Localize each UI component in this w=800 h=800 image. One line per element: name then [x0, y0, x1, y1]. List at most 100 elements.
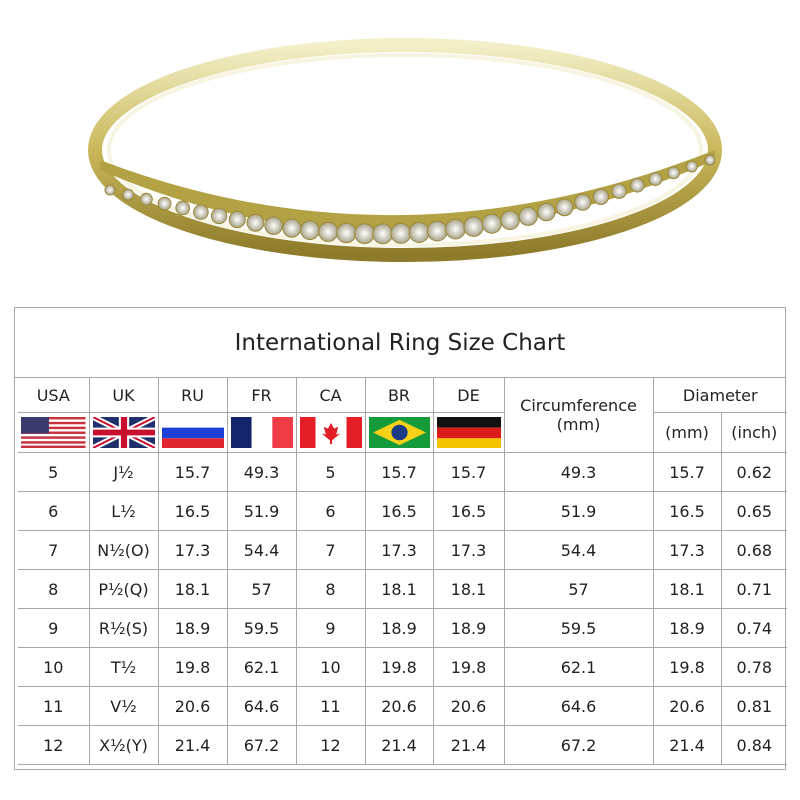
cell-uk: L½ [88, 491, 159, 531]
circumference-unit: (mm) [556, 415, 601, 434]
header-diameter-inch: (inch) [720, 412, 788, 453]
header-diameter: Diameter [652, 378, 788, 413]
cell-ru: 15.7 [157, 452, 228, 492]
cell-de: 19.8 [432, 647, 505, 687]
cell-de: 16.5 [432, 491, 505, 531]
diamond-stone [629, 177, 645, 193]
cell-diameter-inch: 0.84 [720, 725, 788, 765]
chart-title: International Ring Size Chart [15, 308, 785, 378]
cell-fr: 49.3 [226, 452, 297, 492]
cell-ru: 19.8 [157, 647, 228, 687]
diamond-stone [139, 192, 153, 206]
cell-br: 19.8 [364, 647, 434, 687]
table-row: 6 L½ 16.5 51.9 6 16.5 16.5 51.9 16.5 0.65 [18, 491, 788, 531]
diamond-stone [537, 202, 556, 222]
cell-circumference: 64.6 [503, 686, 654, 726]
header-circumference: Circumference (mm) [503, 378, 654, 453]
us-flag-icon [18, 412, 90, 453]
cell-diameter-inch: 0.62 [720, 452, 788, 492]
cell-usa: 5 [18, 452, 90, 492]
header-ru: RU [157, 378, 228, 413]
diamond-stone [372, 223, 394, 245]
uk-flag-icon [88, 412, 159, 453]
header-ca: CA [295, 378, 366, 413]
diamond-stone [574, 193, 592, 211]
cell-diameter-inch: 0.78 [720, 647, 788, 687]
france-flag-icon [226, 412, 297, 453]
diamond-stone [228, 210, 246, 229]
diamond-stone [704, 154, 716, 166]
table-row: 9 R½(S) 18.9 59.5 9 18.9 18.9 59.5 18.9 0.74 [18, 608, 788, 648]
diamond-stone [282, 218, 302, 238]
gold-diamond-ring-photo [88, 38, 722, 262]
cell-uk: N½(O) [88, 530, 159, 570]
cell-usa: 9 [18, 608, 90, 648]
diamond-stone [336, 222, 357, 244]
cell-br: 20.6 [364, 686, 434, 726]
diamond-stone [611, 183, 627, 199]
diamond-stone [246, 213, 265, 232]
cell-diameter-mm: 19.8 [652, 647, 722, 687]
cell-fr: 51.9 [226, 491, 297, 531]
cell-diameter-inch: 0.68 [720, 530, 788, 570]
diamond-stone [426, 220, 448, 242]
cell-de: 15.7 [432, 452, 505, 492]
cell-diameter-mm: 21.4 [652, 725, 722, 765]
diamond-stone [500, 210, 520, 231]
cell-diameter-mm: 18.1 [652, 569, 722, 609]
cell-ca: 10 [295, 647, 366, 687]
cell-diameter-mm: 17.3 [652, 530, 722, 570]
cell-de: 18.1 [432, 569, 505, 609]
cell-usa: 6 [18, 491, 90, 531]
canada-flag-icon [295, 412, 366, 453]
diamond-stone [445, 218, 466, 240]
diamond-stone [555, 198, 574, 217]
cell-ca: 8 [295, 569, 366, 609]
cell-br: 18.9 [364, 608, 434, 648]
diamond-stone [518, 206, 538, 226]
cell-circumference: 49.3 [503, 452, 654, 492]
header-de: DE [432, 378, 505, 413]
table-row: 11 V½ 20.6 64.6 11 20.6 20.6 64.6 20.6 0.81 [18, 686, 788, 726]
cell-uk: J½ [88, 452, 159, 492]
diamond-stone [667, 166, 681, 180]
cell-circumference: 67.2 [503, 725, 654, 765]
cell-de: 18.9 [432, 608, 505, 648]
cell-br: 16.5 [364, 491, 434, 531]
header-fr: FR [226, 378, 297, 413]
cell-br: 21.4 [364, 725, 434, 765]
diamond-stone [463, 216, 484, 237]
ring-size-table: USA UK RU FR CA BR DE Circumference (mm) … [18, 378, 788, 765]
cell-diameter-inch: 0.81 [720, 686, 788, 726]
cell-uk: R½(S) [88, 608, 159, 648]
cell-usa: 11 [18, 686, 90, 726]
cell-fr: 62.1 [226, 647, 297, 687]
ring-size-chart: International Ring Size Chart USA UK RU … [14, 307, 788, 770]
cell-uk: P½(Q) [88, 569, 159, 609]
table-row: 7 N½(O) 17.3 54.4 7 17.3 17.3 54.4 17.3 0.68 [18, 530, 788, 570]
diamond-stone [318, 221, 339, 242]
diamond-stone [408, 221, 430, 243]
cell-fr: 59.5 [226, 608, 297, 648]
diamond-stone [210, 207, 228, 225]
cell-fr: 54.4 [226, 530, 297, 570]
russia-flag-icon [157, 412, 228, 453]
cell-ru: 17.3 [157, 530, 228, 570]
cell-fr: 64.6 [226, 686, 297, 726]
diamond-stone [390, 222, 412, 244]
table-row: 10 T½ 19.8 62.1 10 19.8 19.8 62.1 19.8 0.78 [18, 647, 788, 687]
diamond-stone [648, 172, 663, 186]
header-uk: UK [88, 378, 159, 413]
cell-ru: 16.5 [157, 491, 228, 531]
diamond-stone [592, 188, 610, 206]
cell-uk: V½ [88, 686, 159, 726]
cell-fr: 67.2 [226, 725, 297, 765]
cell-diameter-mm: 15.7 [652, 452, 722, 492]
cell-ru: 21.4 [157, 725, 228, 765]
cell-circumference: 57 [503, 569, 654, 609]
cell-usa: 8 [18, 569, 90, 609]
diamond-stone [104, 184, 116, 196]
cell-ru: 20.6 [157, 686, 228, 726]
cell-diameter-inch: 0.74 [720, 608, 788, 648]
cell-uk: X½(Y) [88, 725, 159, 765]
